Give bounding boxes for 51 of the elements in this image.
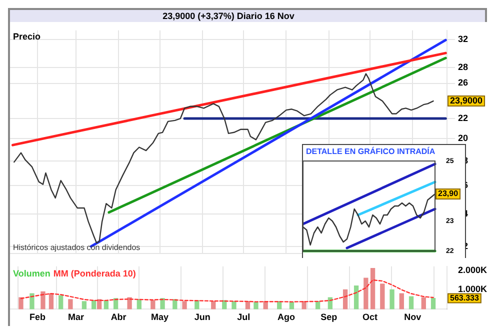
bar xyxy=(342,289,348,310)
bar xyxy=(380,284,385,310)
line-series xyxy=(20,279,434,302)
x-tick-label: Ago xyxy=(277,312,296,322)
bar xyxy=(399,293,404,310)
chart-title: DETALLE EN GRÁFICO INTRADÍA xyxy=(306,146,436,156)
bar xyxy=(408,296,414,310)
bar xyxy=(421,297,426,310)
x-tick-label: Sep xyxy=(320,312,338,322)
bar xyxy=(254,302,258,310)
y-tick-label: 20 xyxy=(458,133,468,144)
bar xyxy=(354,286,359,310)
bar xyxy=(182,301,187,310)
bar xyxy=(30,293,34,310)
bar xyxy=(370,268,376,310)
x-tick-label: Jun xyxy=(194,312,210,322)
annotation: Históricos ajustados con dividendos xyxy=(13,242,140,252)
x-tick-label: May xyxy=(151,312,169,322)
bar xyxy=(390,289,394,310)
bar xyxy=(430,298,436,310)
bar xyxy=(364,278,368,310)
y-tick-label: 22 xyxy=(458,113,468,123)
x-tick-label: Abr xyxy=(110,312,127,322)
bar xyxy=(18,297,24,310)
series-label: MM (Ponderada 10) xyxy=(53,268,136,278)
bar xyxy=(232,301,236,310)
x-tick-label: Feb xyxy=(29,312,46,322)
bar xyxy=(68,299,73,310)
y-axis-title: Precio xyxy=(13,31,42,42)
bar xyxy=(160,298,165,310)
x-tick-label: Oct xyxy=(362,312,378,322)
x-tick-label: Nov xyxy=(404,312,422,322)
y-tick-label: 1.000K xyxy=(458,284,488,294)
y-tick-label: 32 xyxy=(458,34,468,44)
bar xyxy=(127,297,132,310)
bar xyxy=(58,295,64,310)
text: 563.333 xyxy=(450,294,480,303)
chart-title: 23,9000 (+3,37%) Diario 16 Nov xyxy=(162,10,296,22)
text: 23,9000 xyxy=(450,96,483,106)
x-tick-label: Mar xyxy=(68,312,84,322)
bar xyxy=(82,301,87,310)
bar xyxy=(150,300,156,310)
bar xyxy=(211,301,216,310)
y-tick-label: 28 xyxy=(458,62,468,72)
bar xyxy=(40,291,46,310)
annotation: 23,90 xyxy=(438,189,459,198)
y-tick-label: 2.000K xyxy=(458,264,488,275)
x-tick-label: Jul xyxy=(237,312,250,322)
y-tick-label: 26 xyxy=(458,78,468,88)
series-label: Volumen xyxy=(13,268,50,278)
bar xyxy=(48,293,54,310)
